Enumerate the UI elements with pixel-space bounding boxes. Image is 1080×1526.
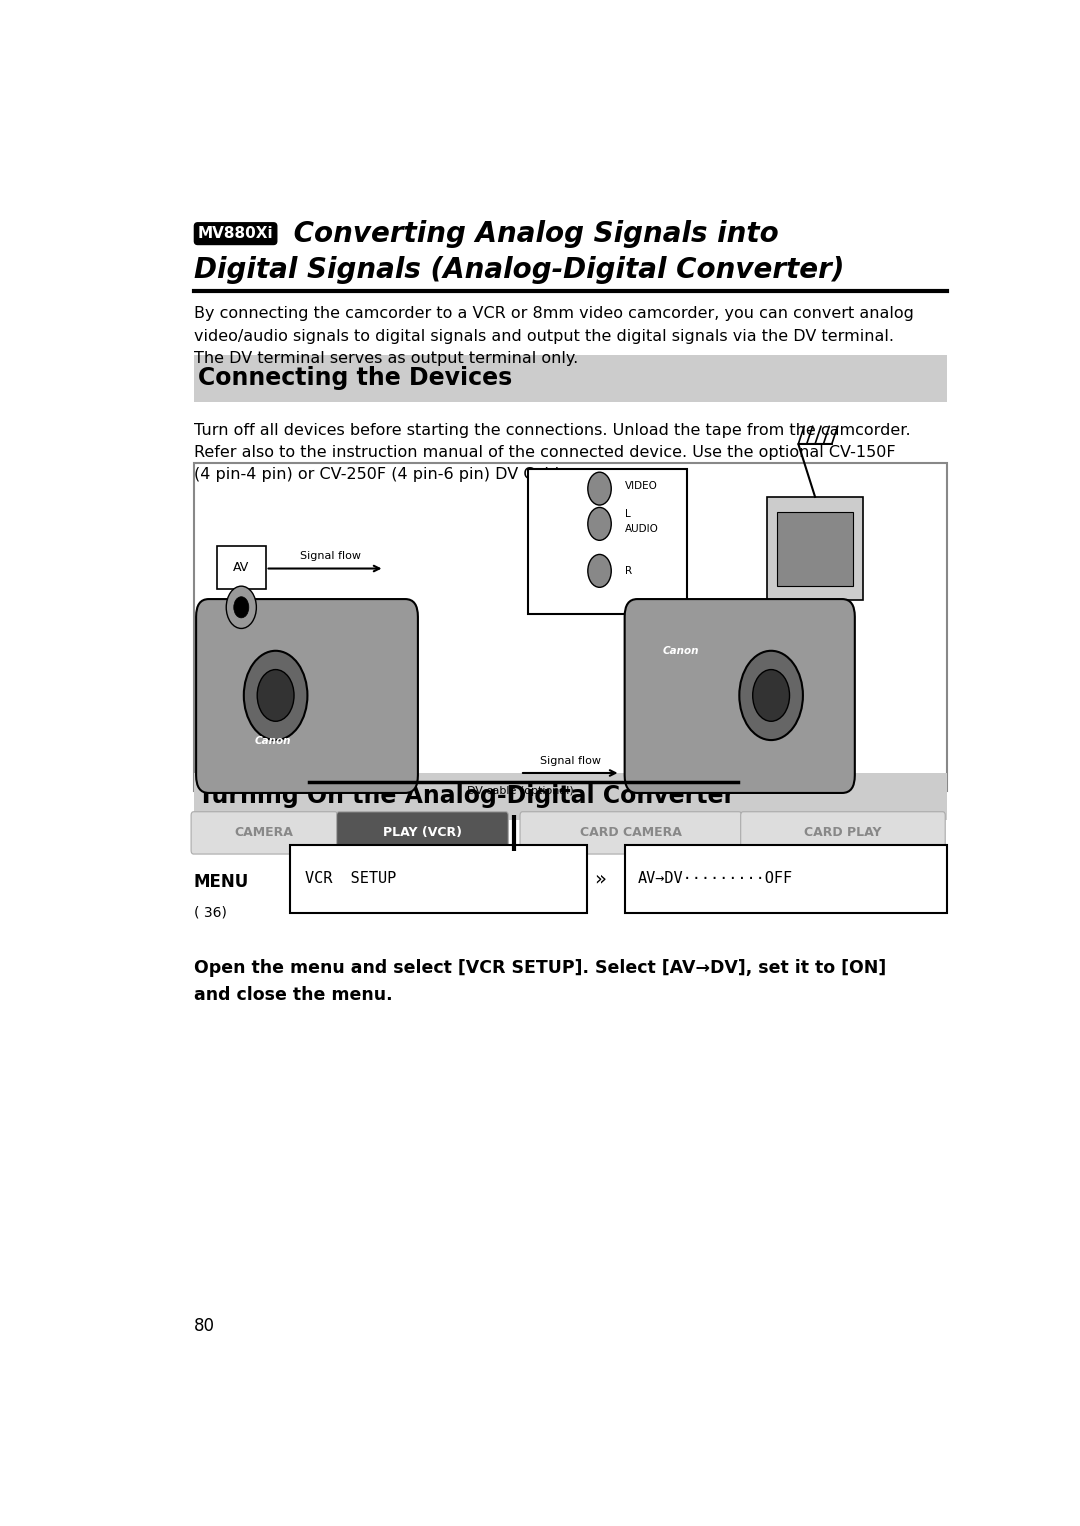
Text: Connecting the Devices: Connecting the Devices bbox=[198, 366, 512, 391]
Text: ( 36): ( 36) bbox=[193, 906, 227, 920]
Circle shape bbox=[244, 650, 308, 740]
Text: Converting Analog Signals into: Converting Analog Signals into bbox=[284, 220, 779, 247]
FancyBboxPatch shape bbox=[624, 600, 855, 794]
Circle shape bbox=[257, 670, 294, 722]
FancyBboxPatch shape bbox=[521, 812, 742, 855]
Text: CAMERA: CAMERA bbox=[234, 827, 294, 839]
Text: R: R bbox=[624, 566, 632, 575]
Text: Signal flow: Signal flow bbox=[540, 755, 600, 766]
Text: VIDEO: VIDEO bbox=[624, 481, 658, 491]
Circle shape bbox=[753, 670, 789, 722]
Text: »: » bbox=[594, 870, 606, 888]
Circle shape bbox=[588, 508, 611, 540]
Text: Turning On the Analog-Digital Converter: Turning On the Analog-Digital Converter bbox=[198, 784, 734, 809]
Circle shape bbox=[226, 586, 256, 629]
Text: By connecting the camcorder to a VCR or 8mm video camcorder, you can convert ana: By connecting the camcorder to a VCR or … bbox=[193, 307, 914, 366]
Text: Signal flow: Signal flow bbox=[299, 551, 361, 562]
Text: Canon: Canon bbox=[662, 645, 699, 656]
Text: AUDIO: AUDIO bbox=[624, 523, 659, 534]
Text: Cable (supplied): Cable (supplied) bbox=[287, 627, 373, 638]
Text: AV: AV bbox=[233, 562, 249, 574]
Text: CARD PLAY: CARD PLAY bbox=[805, 827, 881, 839]
Text: VCR  SETUP: VCR SETUP bbox=[305, 871, 396, 887]
Text: Canon: Canon bbox=[255, 736, 292, 746]
FancyBboxPatch shape bbox=[191, 812, 337, 855]
FancyBboxPatch shape bbox=[193, 354, 947, 401]
FancyBboxPatch shape bbox=[625, 845, 947, 913]
FancyBboxPatch shape bbox=[193, 774, 947, 819]
FancyBboxPatch shape bbox=[217, 546, 266, 589]
Circle shape bbox=[740, 650, 802, 740]
Text: Digital Signals (Analog-Digital Converter): Digital Signals (Analog-Digital Converte… bbox=[193, 256, 843, 284]
FancyBboxPatch shape bbox=[337, 812, 509, 855]
Text: MENU: MENU bbox=[193, 873, 248, 891]
Text: CARD CAMERA: CARD CAMERA bbox=[580, 827, 681, 839]
Text: STV-250N Stereo Video: STV-250N Stereo Video bbox=[270, 610, 390, 621]
FancyBboxPatch shape bbox=[193, 462, 947, 790]
Text: L: L bbox=[624, 510, 631, 519]
Text: AV→DV·········OFF: AV→DV·········OFF bbox=[638, 871, 793, 887]
FancyBboxPatch shape bbox=[741, 812, 945, 855]
FancyBboxPatch shape bbox=[767, 497, 863, 600]
Circle shape bbox=[588, 554, 611, 588]
Circle shape bbox=[233, 597, 248, 618]
Text: DV cable (optional): DV cable (optional) bbox=[467, 786, 573, 797]
Text: MV880Xi: MV880Xi bbox=[198, 226, 273, 241]
FancyBboxPatch shape bbox=[289, 845, 588, 913]
Text: Open the menu and select [VCR SETUP]. Select [AV→DV], set it to [ON]
and close t: Open the menu and select [VCR SETUP]. Se… bbox=[193, 958, 886, 1004]
FancyBboxPatch shape bbox=[777, 513, 853, 586]
Text: 80: 80 bbox=[193, 1317, 215, 1335]
Text: Turn off all devices before starting the connections. Unload the tape from the c: Turn off all devices before starting the… bbox=[193, 423, 910, 482]
FancyBboxPatch shape bbox=[528, 468, 687, 615]
FancyBboxPatch shape bbox=[197, 600, 418, 794]
Text: PLAY (VCR): PLAY (VCR) bbox=[383, 827, 462, 839]
Circle shape bbox=[588, 472, 611, 505]
